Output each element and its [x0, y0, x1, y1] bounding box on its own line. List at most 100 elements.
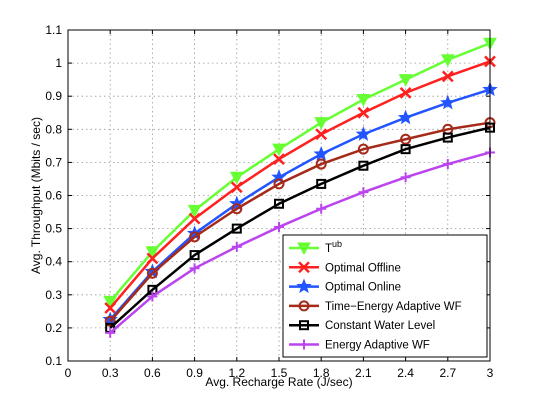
series-5: [105, 147, 495, 338]
x-tick-label: 3: [487, 366, 494, 380]
data-point: [399, 87, 412, 99]
series-line: [109, 126, 491, 329]
legend-label: Optimal Online: [325, 282, 401, 294]
data-point: [357, 106, 370, 119]
data-point: [272, 143, 286, 157]
marker-stroke: [188, 212, 201, 225]
legend-label: Constant Water Level: [325, 320, 435, 332]
y-tick-label: 0.2: [45, 321, 62, 335]
series-line: [109, 60, 491, 309]
data-point: [189, 231, 201, 243]
x-tick-label: 2.1: [355, 366, 372, 380]
series-1: [104, 55, 496, 314]
marker-stroke: [273, 153, 285, 165]
legend-swatch-marker: [299, 320, 309, 331]
marker-stroke: [230, 181, 243, 194]
series-line: [109, 88, 491, 321]
y-tick-label: 0.1: [45, 354, 62, 368]
marker-stroke: [146, 252, 159, 265]
legend-swatch-marker: [297, 242, 311, 256]
data-point: [315, 158, 327, 170]
legend-item: Energy Adaptive WF: [289, 339, 430, 352]
series-line: [109, 121, 491, 323]
data-point: [231, 203, 243, 215]
legend-item: Time−Energy Adaptive WF: [289, 300, 462, 313]
series-4: [105, 122, 495, 333]
data-point: [187, 204, 202, 218]
data-point: [400, 172, 411, 183]
y-tick-label: 0.6: [45, 189, 62, 203]
data-point: [440, 94, 456, 110]
data-point: [229, 195, 245, 211]
data-point: [188, 212, 201, 225]
data-point: [231, 241, 242, 252]
data-point: [146, 252, 159, 265]
data-point: [103, 295, 118, 309]
data-point: [104, 315, 116, 327]
data-point: [442, 132, 453, 143]
data-point: [316, 203, 327, 214]
series-line: [109, 42, 491, 303]
legend-item: Constant Water Level: [289, 320, 435, 332]
x-tick-label: 2.4: [397, 366, 414, 380]
y-tick-label: 1: [55, 56, 62, 70]
data-point: [273, 178, 285, 190]
data-point: [356, 94, 371, 107]
data-point: [442, 159, 453, 170]
x-tick-label: 1.5: [271, 366, 288, 380]
marker-stroke: [104, 302, 117, 314]
data-point: [314, 117, 329, 130]
y-tick-label: 0.3: [45, 288, 62, 302]
legend-label-superscript: ub: [332, 239, 342, 249]
data-point: [274, 221, 284, 232]
x-tick-label: 1.2: [228, 366, 245, 380]
x-tick-label: 2.7: [439, 366, 456, 380]
legend-box: [282, 234, 488, 358]
data-point: [400, 133, 412, 145]
marker-stroke: [441, 70, 454, 83]
x-tick-label: 0: [65, 366, 72, 380]
data-point: [229, 171, 244, 185]
x-tick-label: 0.3: [102, 366, 119, 380]
y-tick-label: 0.5: [45, 222, 62, 236]
legend-item: Optimal Online: [289, 278, 401, 294]
y-tick-label: 0.9: [45, 89, 62, 103]
x-tick-label: 0.9: [186, 366, 203, 380]
legend-label: Time−Energy Adaptive WF: [325, 301, 462, 313]
marker-stroke: [298, 261, 310, 274]
data-point: [400, 144, 411, 155]
marker-stroke: [399, 87, 412, 99]
legend-item: Optimal Offline: [289, 261, 401, 274]
x-axis-label: Avg. Recharge Rate (J/sec): [205, 375, 352, 389]
data-point: [397, 109, 414, 125]
data-point: [147, 291, 158, 302]
y-tick-label: 0.8: [45, 122, 62, 136]
legend-swatch-marker: [298, 261, 310, 274]
y-tick-label: 1.1: [45, 23, 62, 37]
data-point: [357, 143, 369, 155]
axis-ticks: 0 0.3 0.6 0.9 1.2 1.5 1.8 2.1 2.4 2.7 3 0.1 0.2 0.3 0.…: [45, 23, 493, 380]
series-3: [104, 117, 496, 327]
marker-stroke: [357, 106, 370, 119]
data-point: [104, 302, 117, 314]
data-point: [440, 54, 455, 67]
series-0: [103, 37, 497, 309]
data-point: [145, 246, 160, 259]
data-point: [398, 74, 413, 87]
data-point: [273, 153, 285, 165]
marker-stroke: [315, 128, 328, 141]
data-point: [105, 327, 116, 338]
data-point: [274, 198, 284, 209]
y-tick-label: 0.7: [45, 155, 62, 169]
y-axis-label: Avg. Throughput (Mbits / sec): [29, 117, 43, 274]
data-point: [441, 70, 454, 83]
x-tick-label: 0.6: [144, 366, 161, 380]
data-point: [313, 146, 329, 161]
legend-label: Energy Adaptive WF: [325, 340, 430, 352]
y-tick-label: 0.4: [45, 255, 62, 269]
legend-swatch-marker: [299, 339, 309, 350]
x-tick-label: 1.8: [313, 366, 330, 380]
data-point: [358, 187, 369, 198]
